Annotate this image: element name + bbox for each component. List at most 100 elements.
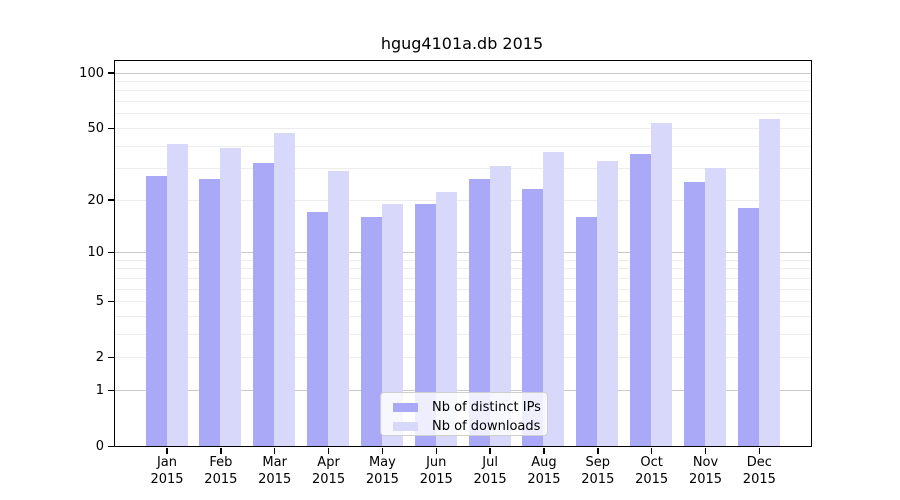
legend-row-distinct-ips: Nb of distinct IPs (393, 398, 547, 417)
x-tick-may (381, 448, 384, 454)
gridline-minor-20 (115, 199, 811, 201)
gridline-minor-90 (115, 81, 811, 83)
x-tick-aug (543, 448, 545, 454)
gridline-minor-9 (115, 259, 811, 261)
x-label-month-apr: Apr (317, 455, 340, 470)
x-label-year-dec: 2015 (742, 472, 776, 487)
x-label-year-feb: 2015 (204, 472, 238, 487)
x-tick-label-oct: Oct 2015 (622, 454, 682, 488)
legend-row-downloads: Nb of downloads (393, 417, 547, 436)
gridline-minor-3 (115, 333, 811, 335)
x-tick-label-dec: Dec 2015 (729, 454, 789, 488)
y-tick-label-50: 50 (87, 120, 104, 136)
y-tick-2 (108, 356, 114, 359)
x-tick-label-jul: Jul 2015 (460, 454, 520, 488)
x-label-month-nov: Nov (692, 455, 719, 470)
x-label-month-jan: Jan (156, 455, 178, 470)
bar-aug-downloads (543, 151, 565, 446)
x-label-month-aug: Aug (531, 455, 557, 470)
bar-mar-distinct-ips (253, 163, 275, 446)
gridline-minor-70 (115, 101, 811, 103)
gridline-minor-2 (115, 357, 811, 359)
bar-feb-downloads (220, 147, 242, 446)
plot-area: Nb of distinct IPs Nb of downloads (114, 60, 812, 447)
x-tick-jul (489, 448, 491, 454)
y-tick-1 (108, 389, 114, 392)
x-label-year-jul: 2015 (473, 472, 507, 487)
bar-sep-distinct-ips (576, 216, 598, 446)
x-tick-oct (650, 448, 653, 454)
x-tick-label-aug: Aug 2015 (514, 454, 574, 488)
bar-nov-distinct-ips (684, 182, 705, 446)
x-label-month-may: May (368, 455, 396, 470)
x-label-year-mar: 2015 (258, 472, 292, 487)
x-label-month-sep: Sep (585, 455, 611, 470)
x-tick-label-feb: Feb 2015 (191, 454, 251, 488)
x-tick-label-nov: Nov 2015 (676, 454, 736, 488)
bar-jan-distinct-ips (145, 176, 167, 446)
x-label-month-jul: Jul (482, 455, 498, 470)
bar-apr-distinct-ips (307, 212, 329, 446)
x-label-month-mar: Mar (262, 455, 287, 470)
bar-mar-downloads (274, 132, 296, 446)
y-tick-label-100: 100 (79, 65, 104, 81)
x-tick-label-sep: Sep 2015 (568, 454, 628, 488)
chart-title: hgug4101a.db 2015 (380, 34, 544, 53)
x-tick-label-jan: Jan 2015 (137, 454, 197, 488)
x-label-month-dec: Dec (746, 455, 772, 470)
legend-label-distinct-ips: Nb of distinct IPs (432, 400, 541, 415)
bar-oct-downloads (651, 123, 673, 446)
x-tick-jun (435, 448, 437, 454)
bar-jul-downloads (489, 165, 511, 446)
x-tick-label-mar: Mar 2015 (245, 454, 305, 488)
bar-jul-distinct-ips (468, 179, 490, 446)
x-tick-dec (758, 448, 761, 454)
y-tick-label-5: 5 (95, 294, 104, 310)
gridline-major-10 (115, 252, 811, 253)
x-label-year-jan: 2015 (150, 472, 184, 487)
x-label-month-feb: Feb (209, 455, 233, 470)
x-tick-sep (597, 448, 599, 454)
gridline-major-100 (115, 72, 811, 74)
x-tick-apr (327, 448, 330, 454)
gridline-minor-5 (115, 301, 811, 303)
bar-dec-distinct-ips (737, 207, 759, 446)
x-label-year-nov: 2015 (688, 472, 723, 487)
gridline-minor-4 (115, 315, 811, 317)
bar-sep-downloads (597, 160, 619, 446)
y-tick-50 (108, 127, 114, 130)
bar-jun-distinct-ips (414, 203, 436, 446)
x-tick-label-may: May 2015 (352, 454, 412, 488)
gridline-minor-7 (115, 277, 811, 279)
bar-nov-downloads (705, 168, 726, 446)
gridline-major-1 (115, 389, 811, 391)
bar-aug-distinct-ips (522, 188, 544, 446)
bar-may-distinct-ips (360, 216, 382, 446)
gridline-minor-40 (115, 145, 811, 147)
x-tick-nov (704, 448, 707, 454)
gridline-minor-30 (115, 168, 811, 170)
x-label-year-aug: 2015 (527, 472, 561, 487)
y-tick-100 (108, 72, 114, 74)
y-tick-label-10: 10 (87, 245, 104, 260)
x-tick-feb (220, 448, 222, 454)
y-tick-label-0: 0 (95, 439, 104, 454)
legend-swatch-downloads (393, 421, 418, 432)
x-label-month-oct: Oct (640, 455, 663, 470)
legend-swatch-distinct-ips (393, 402, 418, 413)
legend-label-downloads: Nb of downloads (432, 419, 541, 434)
bar-feb-distinct-ips (199, 179, 221, 446)
bar-jun-downloads (435, 192, 457, 446)
bar-dec-downloads (758, 118, 780, 446)
x-tick-jan (166, 448, 168, 454)
bar-apr-downloads (328, 170, 350, 446)
bar-jan-downloads (166, 143, 188, 446)
x-label-year-oct: 2015 (635, 472, 669, 487)
y-tick-20 (108, 199, 114, 201)
gridline-minor-8 (115, 268, 811, 270)
gridline-minor-50 (115, 127, 811, 129)
x-tick-label-apr: Apr 2015 (299, 454, 359, 488)
y-tick-5 (108, 300, 114, 303)
bar-may-downloads (381, 203, 403, 446)
